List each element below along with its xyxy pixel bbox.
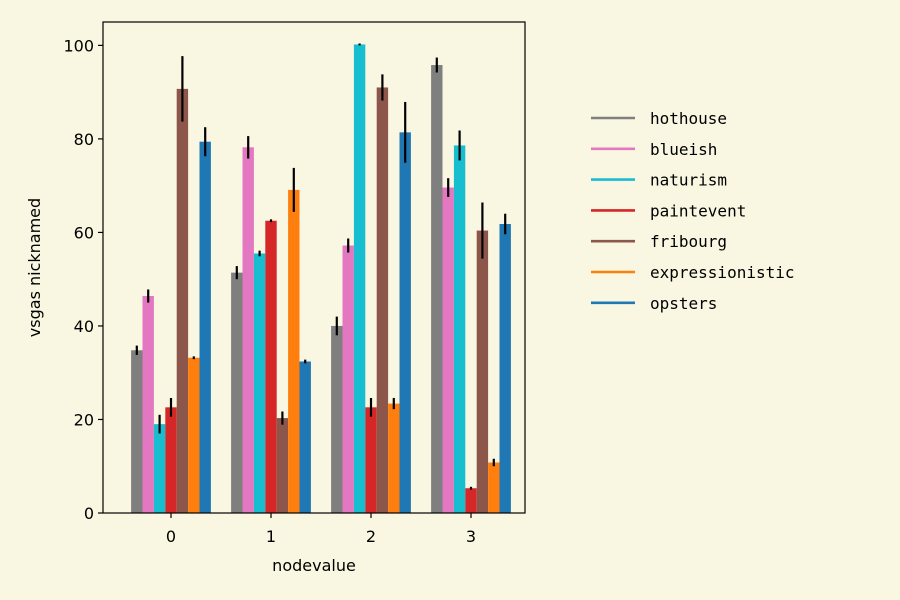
- legend: hothouse blueish naturism paintevent fribour…: [591, 109, 795, 313]
- legend-label-naturism: naturism: [650, 171, 727, 190]
- y-tick-label: 100: [63, 36, 94, 55]
- x-tick-label: 0: [166, 527, 176, 546]
- bars-layer: [131, 44, 511, 514]
- bar-naturism-3: [453, 145, 466, 514]
- bar-opsters-0: [199, 141, 211, 513]
- bar-blueish-2: [342, 245, 354, 513]
- x-tick-label: 2: [366, 527, 376, 546]
- bar-opsters-3: [499, 224, 511, 514]
- legend-label-fribourg: fribourg: [650, 232, 727, 251]
- error-bars-layer: [135, 43, 507, 490]
- bar-paintevent-3: [465, 488, 477, 513]
- bar-paintevent-2: [365, 407, 377, 513]
- bar-naturism-2: [353, 44, 366, 514]
- bar-fribourg-3: [476, 230, 489, 513]
- bar-expressionistic-3: [488, 462, 500, 513]
- bar-paintevent-1: [265, 220, 277, 513]
- plot-frame: [102, 21, 526, 514]
- x-tick-label: 3: [466, 527, 476, 546]
- bar-hothouse-1: [231, 272, 243, 513]
- y-axis: 0 20 40 60 80 100: [63, 36, 103, 523]
- x-axis: 0 1 2 3: [166, 513, 476, 546]
- bar-blueish-1: [242, 147, 254, 513]
- bar-paintevent-0: [165, 407, 177, 513]
- bar-fribourg-1: [276, 418, 289, 513]
- bar-hothouse-0: [131, 350, 143, 513]
- legend-label-expressionistic: expressionistic: [650, 263, 795, 282]
- legend-label-blueish: blueish: [650, 140, 717, 159]
- bar-naturism-1: [253, 253, 266, 513]
- y-axis-title: vsgas nicknamed: [25, 198, 44, 337]
- x-axis-title: nodevalue: [272, 556, 356, 575]
- bar-opsters-2: [399, 132, 411, 513]
- bar-opsters-1: [299, 361, 311, 513]
- bar-expressionistic-0: [188, 357, 200, 513]
- bar-expressionistic-2: [388, 403, 400, 513]
- y-tick-label: 0: [84, 504, 94, 523]
- y-tick-label: 80: [74, 130, 94, 149]
- y-tick-label: 40: [74, 317, 94, 336]
- bar-hothouse-3: [431, 65, 443, 514]
- bar-naturism-0: [153, 424, 166, 513]
- bar-fribourg-2: [376, 87, 389, 513]
- bar-blueish-0: [142, 296, 154, 513]
- legend-label-hothouse: hothouse: [650, 109, 727, 128]
- legend-label-paintevent: paintevent: [650, 201, 746, 220]
- bar-expressionistic-1: [288, 189, 300, 513]
- bar-hothouse-2: [331, 325, 343, 513]
- y-tick-label: 60: [74, 223, 94, 242]
- x-tick-label: 1: [266, 527, 276, 546]
- bar-blueish-3: [442, 187, 454, 513]
- y-tick-label: 20: [74, 410, 94, 429]
- legend-label-opsters: opsters: [650, 294, 717, 313]
- bar-fribourg-0: [176, 88, 189, 514]
